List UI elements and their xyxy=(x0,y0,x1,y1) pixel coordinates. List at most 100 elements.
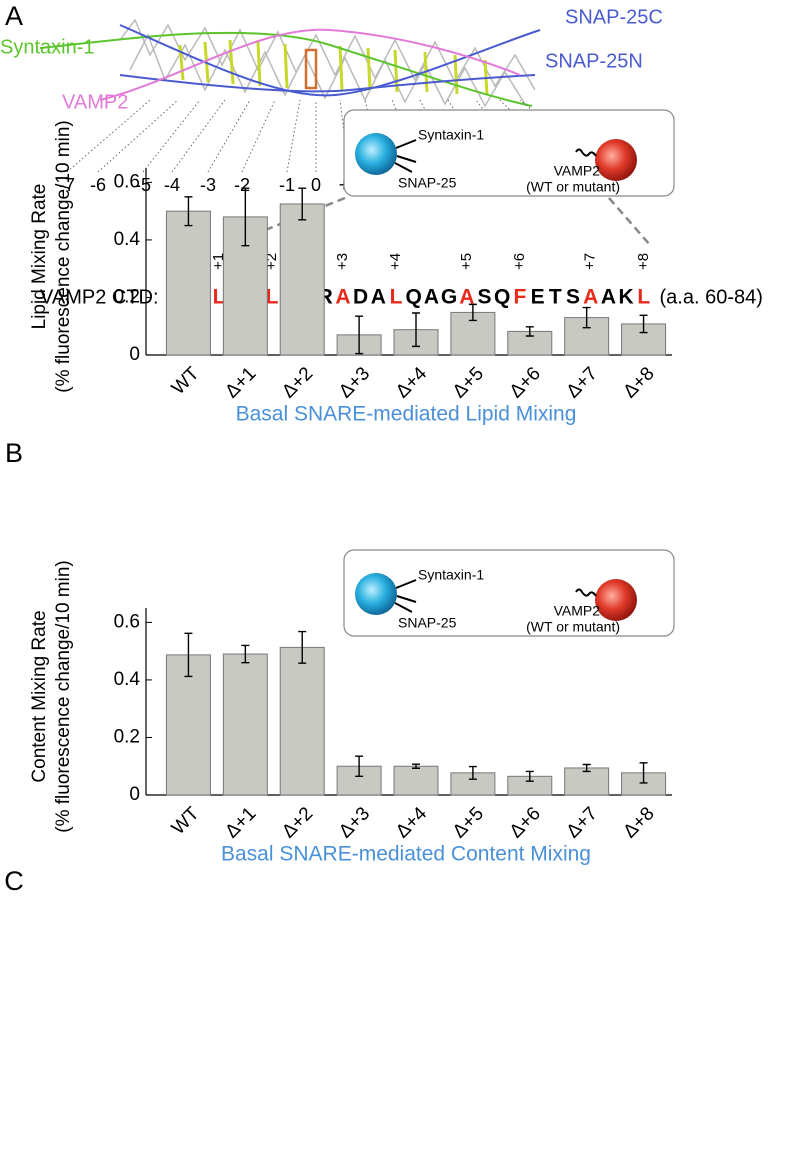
residue: E xyxy=(531,286,545,309)
layer-leader xyxy=(207,99,251,173)
residue: L xyxy=(390,286,403,309)
vesicle-t xyxy=(355,573,397,615)
helix-curve xyxy=(39,31,533,107)
error-bar xyxy=(241,187,250,247)
x-tick-label: Δ+7 xyxy=(563,363,602,402)
residue: Q xyxy=(406,286,422,309)
x-tick-label: Δ+2 xyxy=(278,803,317,842)
x-tick-label: WT xyxy=(168,363,204,399)
bar xyxy=(564,767,610,796)
residue: L xyxy=(266,286,279,309)
residue: S xyxy=(566,286,580,309)
residue: A xyxy=(371,286,386,309)
error-bar xyxy=(412,763,420,769)
layer-link xyxy=(608,197,651,246)
residue: A xyxy=(424,286,439,309)
error-bar xyxy=(184,196,193,227)
helix-curve xyxy=(119,74,536,93)
x-tick-label: Δ+5 xyxy=(449,803,488,842)
sequence-label: VAMP2 CTD: xyxy=(40,286,159,308)
residue-layer: +3 xyxy=(334,253,351,270)
vamp-tail xyxy=(575,588,597,597)
inset-box xyxy=(343,549,675,637)
layer-leader xyxy=(142,99,201,173)
residue-layer: +8 xyxy=(635,253,652,270)
inset-label: Syntaxin-1 xyxy=(418,127,484,143)
y-axis-label: (% fluorescence change/10 min) xyxy=(53,560,74,832)
vesicle-t xyxy=(355,133,397,175)
layer-label: -4 xyxy=(164,175,180,195)
panel-label: A xyxy=(5,1,23,31)
error-bar xyxy=(468,765,477,780)
x-tick-label: Δ+8 xyxy=(619,363,658,402)
residue: D xyxy=(353,286,368,309)
x-tick-label: Δ+4 xyxy=(392,803,431,842)
layer-label: -3 xyxy=(200,175,216,195)
residue-layer: +5 xyxy=(458,253,475,270)
inset-label: (WT or mutant) xyxy=(526,179,620,195)
x-tick-label: Δ+1 xyxy=(221,803,260,842)
y-tick-label: 0.4 xyxy=(114,229,141,250)
bar xyxy=(279,646,325,796)
error-bar xyxy=(184,632,193,678)
bar xyxy=(222,653,268,796)
range-label: (a.a. 60-84) xyxy=(660,286,763,308)
snare-tails xyxy=(394,579,417,613)
inset-label: VAMP2 xyxy=(554,603,601,619)
y-tick-label: 0.6 xyxy=(114,611,140,632)
error-bar xyxy=(355,315,364,355)
error-bar xyxy=(241,644,250,664)
residue: A xyxy=(335,286,350,309)
x-tick-label: Δ+7 xyxy=(563,803,602,842)
y-tick-label: 0.4 xyxy=(114,669,141,690)
error-bar xyxy=(639,762,648,784)
error-bar xyxy=(298,187,307,221)
x-axis-label: Basal SNARE-mediated Lipid Mixing xyxy=(236,403,577,426)
error-bar xyxy=(639,314,648,334)
x-tick-label: Δ+6 xyxy=(506,803,545,842)
bar xyxy=(165,210,211,356)
error-bar xyxy=(355,755,364,777)
inset-box xyxy=(343,109,675,197)
x-tick-label: Δ+8 xyxy=(619,803,658,842)
layer-label: 0 xyxy=(311,175,321,195)
helix-curve xyxy=(119,24,541,97)
error-bar xyxy=(468,303,477,322)
vesicle-v xyxy=(595,139,637,181)
y-axis-label: (% fluorescence change/10 min) xyxy=(53,120,74,392)
error-bar xyxy=(525,326,534,337)
residue: Q xyxy=(494,286,510,309)
inset-label: SNAP-25 xyxy=(398,175,457,191)
y-tick-label: 0 xyxy=(129,344,140,365)
helix-label: VAMP2 xyxy=(62,91,128,113)
residue: S xyxy=(477,286,491,309)
snare-tails xyxy=(394,139,417,173)
x-axis-label: Basal SNARE-mediated Content Mixing xyxy=(221,843,591,866)
layer-label: -7 xyxy=(59,175,75,195)
error-bar xyxy=(582,763,591,773)
residue-layer: +7 xyxy=(582,253,599,270)
vesicle-v xyxy=(595,579,637,621)
y-axis-label: Lipid Mixing Rate xyxy=(29,184,50,330)
y-tick-label: 0 xyxy=(129,784,140,805)
error-bar xyxy=(582,306,591,329)
inset-label: Syntaxin-1 xyxy=(418,567,484,583)
bar xyxy=(393,765,439,796)
inset-label: SNAP-25 xyxy=(398,615,457,631)
helix-curve xyxy=(99,28,521,101)
layer-leader xyxy=(171,99,226,173)
residue: L xyxy=(213,286,226,309)
x-tick-label: Δ+5 xyxy=(449,363,488,402)
inset-label: (WT or mutant) xyxy=(526,619,620,635)
helix-label: Syntaxin-1 xyxy=(0,36,95,58)
x-tick-label: Δ+3 xyxy=(335,803,374,842)
layer-label: -1 xyxy=(279,175,295,195)
residue-layer: +4 xyxy=(387,253,404,270)
residue-layer: +1 xyxy=(210,253,227,270)
x-tick-label: Δ+6 xyxy=(506,363,545,402)
y-tick-label: 0.2 xyxy=(114,286,140,307)
x-tick-label: Δ+1 xyxy=(221,363,260,402)
y-tick-label: 0.6 xyxy=(114,171,140,192)
error-bar xyxy=(412,312,420,348)
